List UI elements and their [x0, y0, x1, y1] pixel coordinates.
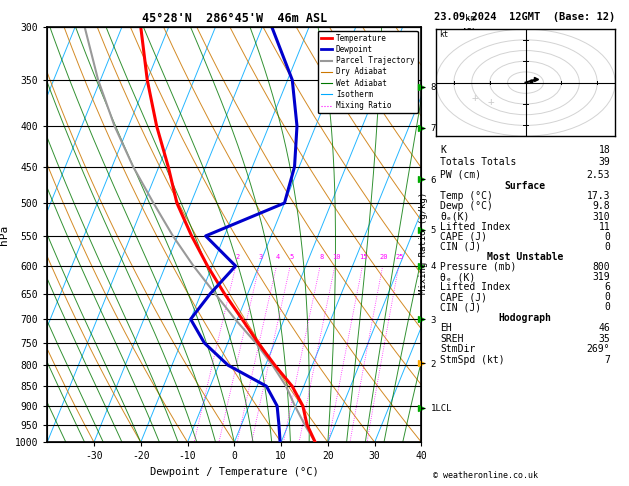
Text: Totals Totals: Totals Totals: [440, 157, 516, 167]
Text: 17.3: 17.3: [587, 191, 610, 201]
Text: 10: 10: [332, 254, 340, 260]
Text: Mixing Ratio (g/kg): Mixing Ratio (g/kg): [420, 192, 428, 294]
Text: StmDir: StmDir: [440, 344, 476, 354]
Text: 25: 25: [396, 254, 404, 260]
Text: CAPE (J): CAPE (J): [440, 232, 487, 242]
Text: Most Unstable: Most Unstable: [487, 252, 564, 262]
Text: 2: 2: [235, 254, 239, 260]
Text: 269°: 269°: [587, 344, 610, 354]
Text: 0: 0: [604, 302, 610, 312]
Y-axis label: hPa: hPa: [0, 225, 9, 244]
Text: CAPE (J): CAPE (J): [440, 292, 487, 302]
Text: 319: 319: [593, 272, 610, 282]
Text: PW (cm): PW (cm): [440, 170, 481, 180]
Text: 8: 8: [320, 254, 323, 260]
Text: 0: 0: [604, 232, 610, 242]
Text: 15: 15: [359, 254, 368, 260]
Text: 46: 46: [599, 323, 610, 333]
Text: 2.53: 2.53: [587, 170, 610, 180]
Text: 0: 0: [604, 292, 610, 302]
Text: 6: 6: [604, 282, 610, 292]
Text: km: km: [465, 14, 476, 22]
Text: 7: 7: [604, 355, 610, 364]
Text: 4: 4: [276, 254, 280, 260]
Text: © weatheronline.co.uk: © weatheronline.co.uk: [433, 471, 538, 480]
Text: 11: 11: [599, 222, 610, 232]
Text: 35: 35: [599, 334, 610, 344]
Text: Lifted Index: Lifted Index: [440, 282, 511, 292]
Text: 3: 3: [259, 254, 263, 260]
Text: 39: 39: [599, 157, 610, 167]
Text: Surface: Surface: [504, 181, 546, 191]
Text: Hodograph: Hodograph: [499, 313, 552, 323]
Text: K: K: [440, 145, 446, 155]
Text: 20: 20: [379, 254, 388, 260]
Text: ASL: ASL: [462, 28, 478, 37]
X-axis label: Dewpoint / Temperature (°C): Dewpoint / Temperature (°C): [150, 467, 319, 477]
Text: Dewp (°C): Dewp (°C): [440, 201, 493, 211]
Text: +: +: [471, 93, 478, 104]
Legend: Temperature, Dewpoint, Parcel Trajectory, Dry Adiabat, Wet Adiabat, Isotherm, Mi: Temperature, Dewpoint, Parcel Trajectory…: [318, 31, 418, 113]
Text: 9.8: 9.8: [593, 201, 610, 211]
Text: CIN (J): CIN (J): [440, 302, 481, 312]
Text: 310: 310: [593, 211, 610, 222]
Text: SREH: SREH: [440, 334, 464, 344]
Text: Pressure (mb): Pressure (mb): [440, 262, 516, 272]
Text: StmSpd (kt): StmSpd (kt): [440, 355, 505, 364]
Text: 5: 5: [289, 254, 294, 260]
Text: 23.09.2024  12GMT  (Base: 12): 23.09.2024 12GMT (Base: 12): [434, 12, 615, 22]
Text: 18: 18: [599, 145, 610, 155]
Text: θₑ(K): θₑ(K): [440, 211, 469, 222]
Text: 800: 800: [593, 262, 610, 272]
Text: Temp (°C): Temp (°C): [440, 191, 493, 201]
Text: Lifted Index: Lifted Index: [440, 222, 511, 232]
Text: θₑ (K): θₑ (K): [440, 272, 476, 282]
Text: kt: kt: [440, 30, 448, 39]
Text: CIN (J): CIN (J): [440, 242, 481, 252]
Text: EH: EH: [440, 323, 452, 333]
Text: 45°28'N  286°45'W  46m ASL: 45°28'N 286°45'W 46m ASL: [142, 12, 327, 25]
Text: 0: 0: [604, 242, 610, 252]
Text: +: +: [487, 97, 494, 107]
